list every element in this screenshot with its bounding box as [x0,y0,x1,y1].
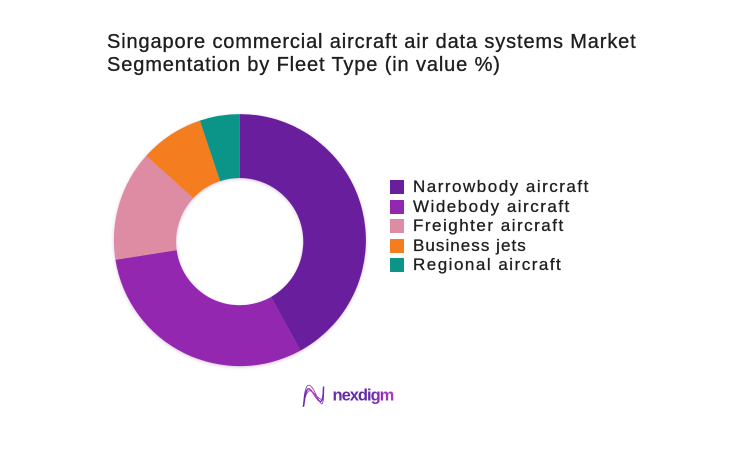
svg-text:nexdigm: nexdigm [333,386,394,404]
